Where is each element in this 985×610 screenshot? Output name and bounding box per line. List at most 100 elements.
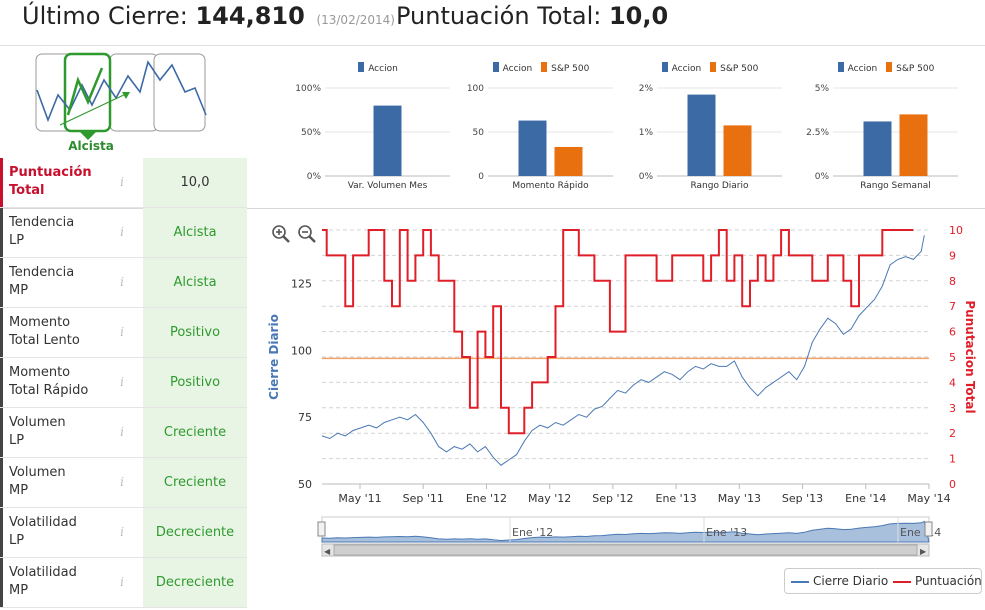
x-tick-label: May '12: [528, 492, 571, 505]
x-category-label: Var. Volumen Mes: [348, 181, 428, 191]
mini-chart-svg: 0% 1% 2% Rango Diario: [639, 84, 782, 191]
y-right-tick-label: 10: [949, 224, 963, 237]
cierre-value: 144,810: [195, 2, 305, 30]
scroll-left-icon: ◀: [324, 547, 331, 556]
row-label: Volatilidad LP: [0, 508, 110, 557]
legend-sp500: S&P 500: [720, 64, 759, 74]
row-value: Creciente: [143, 408, 247, 457]
navigator-label: Ene '12: [512, 526, 553, 539]
legend-accion: Accion: [502, 64, 533, 74]
info-icon[interactable]: i: [120, 475, 124, 489]
y-tick-label: 50%: [301, 128, 321, 138]
row-label: Volumen LP: [0, 408, 110, 457]
x-tick-label: Ene '12: [466, 492, 507, 505]
navigator-area: [321, 520, 930, 543]
info-icon[interactable]: i: [120, 375, 124, 389]
section-divider: [0, 208, 985, 209]
legend-swatch-accion: [358, 62, 365, 72]
info-icon[interactable]: i: [120, 575, 124, 589]
score-row-puntuacion-total: Puntuación Total i 10,0: [0, 158, 247, 208]
row-label: Momento Total Rápido: [0, 358, 110, 407]
info-icon[interactable]: i: [120, 225, 124, 239]
y-tick-label: 100: [467, 84, 484, 94]
y-left-tick-label: 75: [298, 411, 312, 424]
y-tick-label: 0%: [639, 172, 654, 182]
x-tick-label: May '11: [338, 492, 381, 505]
mini-chart-svg: 0 50 100 Momento Rápido: [467, 84, 613, 191]
legend-line-puntuacion: [893, 581, 911, 583]
y-right-tick-label: 1: [949, 453, 956, 466]
trend-icon: [35, 52, 207, 140]
legend-sp500: S&P 500: [896, 64, 935, 74]
y-right-tick-label: 2: [949, 427, 956, 440]
x-category-label: Rango Diario: [690, 181, 749, 191]
y-right-tick-label: 7: [949, 300, 956, 313]
row-value: 10,0: [143, 158, 247, 207]
score-table: Puntuación Total i 10,0 Tendencia LP i Alc…: [0, 158, 247, 608]
navigator-handle-left: [317, 521, 326, 537]
legend-cierre[interactable]: Cierre Diario: [813, 574, 889, 588]
y-tick-label: 100%: [295, 84, 321, 94]
mini-legend: Accion S&P 500: [453, 62, 623, 74]
x-tick-label: Sep '11: [403, 492, 444, 505]
y-right-tick-label: 9: [949, 249, 956, 262]
y-right-axis-title: Punutacion Total: [963, 300, 977, 413]
x-category-label: Rango Semanal: [860, 181, 931, 191]
page-header: Último Cierre: 144,810 (13/02/2014) Punt…: [0, 0, 985, 46]
legend-accion: Accion: [847, 64, 878, 74]
bar: [518, 120, 547, 176]
series-line-cierre-diario: [321, 235, 925, 466]
info-icon[interactable]: i: [120, 175, 124, 189]
info-icon[interactable]: i: [120, 275, 124, 289]
legend-sp500: S&P 500: [551, 64, 590, 74]
row-label: Tendencia MP: [0, 258, 110, 307]
legend-puntuacion[interactable]: Puntuación: [915, 574, 982, 588]
bar: [899, 114, 928, 176]
y-right-tick-label: 3: [949, 402, 956, 415]
mini-chart-svg: 0% 50% 100% Var. Volumen Mes: [295, 84, 450, 191]
trend-thumbnail[interactable]: [30, 50, 215, 155]
info-icon[interactable]: i: [120, 425, 124, 439]
row-value: Creciente: [143, 458, 247, 507]
main-line-chart: 0 1 2 3 4 5 6 7 8 9 10 50 75 100 125 Cierre Diario Punut…: [267, 224, 977, 557]
score-row-momento-lento: Momento Total Lento i Positivo: [0, 308, 247, 358]
zoom-in-icon[interactable]: [272, 225, 290, 243]
y-tick-label: 50: [473, 128, 485, 138]
zoom-out-icon[interactable]: [298, 225, 316, 243]
y-tick-label: 5%: [815, 84, 830, 94]
score-row-volumen-lp: Volumen LP i Creciente: [0, 408, 247, 458]
score-row-tendencia-mp: Tendencia MP i Alcista: [0, 258, 247, 308]
y-left-tick-label: 125: [291, 277, 312, 290]
row-value: Decreciente: [143, 558, 247, 607]
row-label: Volatilidad MP: [0, 558, 110, 607]
info-icon[interactable]: i: [120, 525, 124, 539]
series-line-puntuacion: [322, 229, 914, 435]
mini-legend: Accion S&P 500: [622, 62, 792, 74]
x-tick-label: May '13: [718, 492, 761, 505]
legend-swatch-sp500: [541, 62, 548, 72]
y-tick-label: 1%: [639, 128, 654, 138]
x-tick-label: Sep '13: [782, 492, 823, 505]
legend-swatch-sp500: [886, 62, 893, 72]
y-right-tick-label: 5: [949, 351, 956, 364]
bar: [723, 125, 752, 176]
ultimo-cierre: Último Cierre: 144,810 (13/02/2014): [22, 2, 395, 30]
mini-legend: Accion S&P 500: [798, 62, 968, 74]
bar: [554, 146, 583, 176]
cierre-label: Último Cierre:: [22, 2, 188, 30]
y-right-tick-label: 0: [949, 478, 956, 491]
mini-legend: Accion: [290, 62, 460, 74]
legend-swatch-accion: [837, 62, 844, 72]
scroll-right-icon: ▶: [920, 547, 927, 556]
y-left-tick-label: 100: [291, 344, 312, 357]
info-icon[interactable]: i: [120, 325, 124, 339]
x-tick-label: Ene '13: [656, 492, 697, 505]
mini-chart-svg: 0% 2.5% 5% Rango Semanal: [806, 84, 958, 191]
y-tick-label: 2.5%: [806, 128, 829, 138]
x-category-label: Momento Rápido: [512, 181, 589, 191]
trend-label: Alcista: [68, 139, 114, 153]
score-row-volatilidad-lp: Volatilidad LP i Decreciente: [0, 508, 247, 558]
y-tick-label: 0: [478, 172, 484, 182]
puntuacion-label: Puntuación Total:: [396, 2, 602, 30]
main-legend[interactable]: Cierre Diario Puntuación: [784, 568, 982, 594]
